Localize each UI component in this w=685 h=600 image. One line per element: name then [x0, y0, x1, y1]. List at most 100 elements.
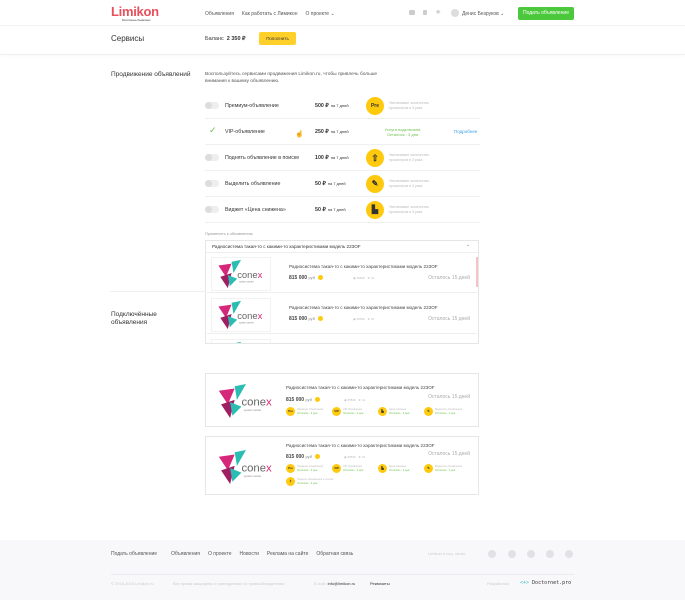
messages-icon[interactable]	[409, 10, 415, 15]
favs: 41	[361, 398, 366, 402]
conex-logo: conex system center	[218, 450, 272, 484]
logo[interactable]: Limikon Бесплатные объявления	[111, 4, 159, 22]
connected-ad-card[interactable]: conex system center Радиосистема такая-т…	[205, 436, 479, 495]
footer-link[interactable]: Обратная связь	[316, 551, 354, 557]
service-row-widget: Виджет «Цена снижена» 50 ₽ на 7 дней ▙ Ув…	[205, 197, 480, 223]
developer-label: Разработка:	[487, 581, 510, 586]
conex-logo: conex system center	[218, 384, 272, 418]
premium-icon: Pre	[286, 407, 295, 416]
favs: 41	[361, 455, 366, 459]
topup-button[interactable]: Пополнить	[259, 32, 296, 45]
ad-remaining: Осталось 15 дней	[428, 394, 470, 400]
favs: 41	[370, 317, 375, 321]
toggle[interactable]	[205, 102, 219, 109]
main-nav: Объявления Как работать с Лимикон О прое…	[205, 11, 335, 17]
service-badges: Pre Премиум объявление Осталось : 3 дня VI…	[286, 464, 471, 486]
views: 65536	[347, 455, 356, 459]
nav-ads[interactable]: Объявления	[205, 11, 234, 17]
email-link[interactable]: info@limikon.ru	[327, 581, 356, 586]
post-ad-button[interactable]: Подать объявление	[518, 7, 574, 20]
badge-name: Цена снижена	[389, 465, 407, 469]
ad-title[interactable]: Радиосистема такая-то с какими-то характ…	[286, 443, 435, 448]
ad-image: conex system center	[211, 298, 271, 332]
badge-raise: ⇧ Поднять объявление в поиске Осталось : 3…	[286, 477, 346, 486]
nav-about[interactable]: О проекте ⌄	[305, 11, 335, 17]
badge-name: Цена снижена	[389, 408, 407, 412]
user-menu[interactable]: Денис Безруков ⌄	[462, 11, 505, 17]
service-name: Премиум-объявление	[225, 103, 279, 109]
apply-label: Применить к объявлению	[205, 231, 253, 236]
favorites-star-icon[interactable]: ★	[435, 9, 442, 16]
balance: Баланс 2 350 ₽	[205, 36, 246, 42]
requisites-link[interactable]: Реквизиты	[370, 581, 390, 586]
page-title: Сервисы	[111, 34, 145, 43]
badge-premium: Pre Премиум объявление Осталось : 3 дня	[286, 464, 332, 473]
service-name: Виджет «Цена снижена»	[225, 207, 286, 213]
svg-text:system center: system center	[244, 408, 262, 412]
conex-logo: conex system center	[218, 259, 263, 289]
price: 815 000	[286, 454, 305, 460]
dropdown-option[interactable]: conex system center Радиосистема такая-т…	[207, 296, 477, 334]
conex-logo: conex system center	[218, 300, 263, 330]
promotion-intro: Воспользуйтесь сервисами продвижения Lim…	[205, 72, 378, 84]
service-name: Выделить объявление	[225, 181, 281, 187]
service-name: Поднять объявление в поиске	[225, 155, 300, 161]
google-plus-icon[interactable]	[508, 550, 516, 558]
twitter-icon[interactable]	[546, 550, 554, 558]
nav-how[interactable]: Как работать с Лимикон	[241, 11, 298, 17]
price: 250 ₽	[315, 129, 329, 135]
period: на 7 дней	[330, 155, 349, 160]
check-icon[interactable]: ✓	[209, 125, 217, 135]
divider	[0, 54, 685, 55]
service-row-raise: Поднять объявление в поиске 100 ₽ на 7 дн…	[205, 145, 480, 171]
svg-text:system center: system center	[244, 474, 262, 478]
favs: 41	[370, 276, 375, 280]
currency: руб	[308, 275, 315, 280]
ad-select-dropdown[interactable]: Радиосистема такая-то с какими-то характ…	[205, 240, 479, 344]
ad-image: conex system center	[211, 339, 271, 343]
dropdown-option[interactable]: conex system center	[207, 337, 477, 343]
marker-icon: ✎	[424, 464, 433, 473]
badge-vip: VIP VIP объявление Осталось : 3 дня	[332, 407, 378, 416]
period: на 7 дней	[330, 129, 349, 134]
logo-tagline: Бесплатные объявления	[122, 18, 151, 22]
developer-link[interactable]: <+> Doctornet.pro	[520, 580, 571, 586]
price: 500 ₽	[315, 103, 329, 109]
views: 65536	[356, 317, 365, 321]
service-desc: Увеличивает количество просмотров в 3 ра…	[389, 153, 429, 162]
badge-vip: VIP VIP объявление Осталось : 3 дня	[332, 464, 378, 473]
coin-icon	[317, 275, 323, 281]
ad-remaining: Осталось 15 дней	[428, 451, 470, 457]
facebook-icon[interactable]	[565, 550, 573, 558]
avatar[interactable]	[451, 9, 459, 17]
notifications-icon[interactable]	[423, 10, 427, 15]
footer-link[interactable]: Реклама на сайте	[266, 551, 309, 557]
social-label: Limikon в соц. сетях:	[428, 551, 467, 556]
toggle[interactable]	[205, 180, 219, 187]
badge-highlight: ✎ Выделить объявление Осталось : 3 дня	[424, 464, 470, 473]
vk-icon[interactable]	[527, 550, 535, 558]
ad-price: 815 000 руб	[286, 397, 320, 403]
toggle[interactable]	[205, 154, 219, 161]
service-price: 50 ₽ на 7 дней	[315, 181, 346, 187]
footer-link[interactable]: О проекте	[207, 551, 232, 557]
details-link[interactable]: Подробнее	[454, 129, 478, 134]
dropdown-option[interactable]: conex system center Радиосистема такая-т…	[207, 255, 477, 293]
connected-ad-card[interactable]: conex system center Радиосистема такая-т…	[205, 373, 479, 427]
ad-title[interactable]: Радиосистема такая-то с какими-то характ…	[286, 385, 435, 390]
badge-remaining: Осталось : 3 дня	[343, 411, 364, 415]
coin-icon	[314, 397, 320, 403]
chevron-up-icon[interactable]: ⌃	[466, 244, 470, 249]
footer-link[interactable]: Объявления	[171, 551, 200, 557]
coin-icon	[317, 316, 323, 322]
vip-crown-icon: VIP	[332, 407, 341, 416]
dropdown-header[interactable]: Радиосистема такая-то с какими-то характ…	[206, 241, 478, 253]
developer-name: Doctornet.pro	[532, 580, 572, 586]
footer-link[interactable]: Подать объявление	[111, 551, 158, 557]
ad-stats: ◉ 65536 ★ 41	[353, 317, 375, 321]
scrollbar[interactable]	[476, 257, 478, 287]
odnoklassniki-icon[interactable]	[488, 550, 496, 558]
toggle[interactable]	[205, 206, 219, 213]
selected-ad: Радиосистема такая-то с какими-то характ…	[212, 244, 361, 249]
footer-link[interactable]: Новости	[239, 551, 259, 557]
